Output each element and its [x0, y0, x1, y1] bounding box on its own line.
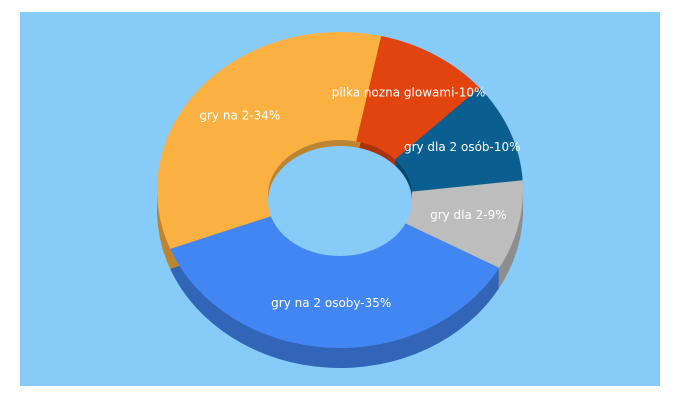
slice — [157, 32, 382, 249]
slice — [170, 215, 500, 348]
slice-label: gry dla 2-9% — [430, 208, 507, 222]
slice-label: gry na 2-34% — [199, 109, 280, 123]
donut-hole — [268, 146, 412, 256]
slice — [356, 36, 480, 160]
slice-label: gry na 2 osoby-35% — [271, 296, 391, 310]
slice-label: pilka nozna glowami-10% — [332, 85, 486, 99]
slice — [402, 180, 523, 268]
slice-label: gry dla 2 osób-10% — [404, 140, 521, 154]
slice — [394, 87, 523, 192]
